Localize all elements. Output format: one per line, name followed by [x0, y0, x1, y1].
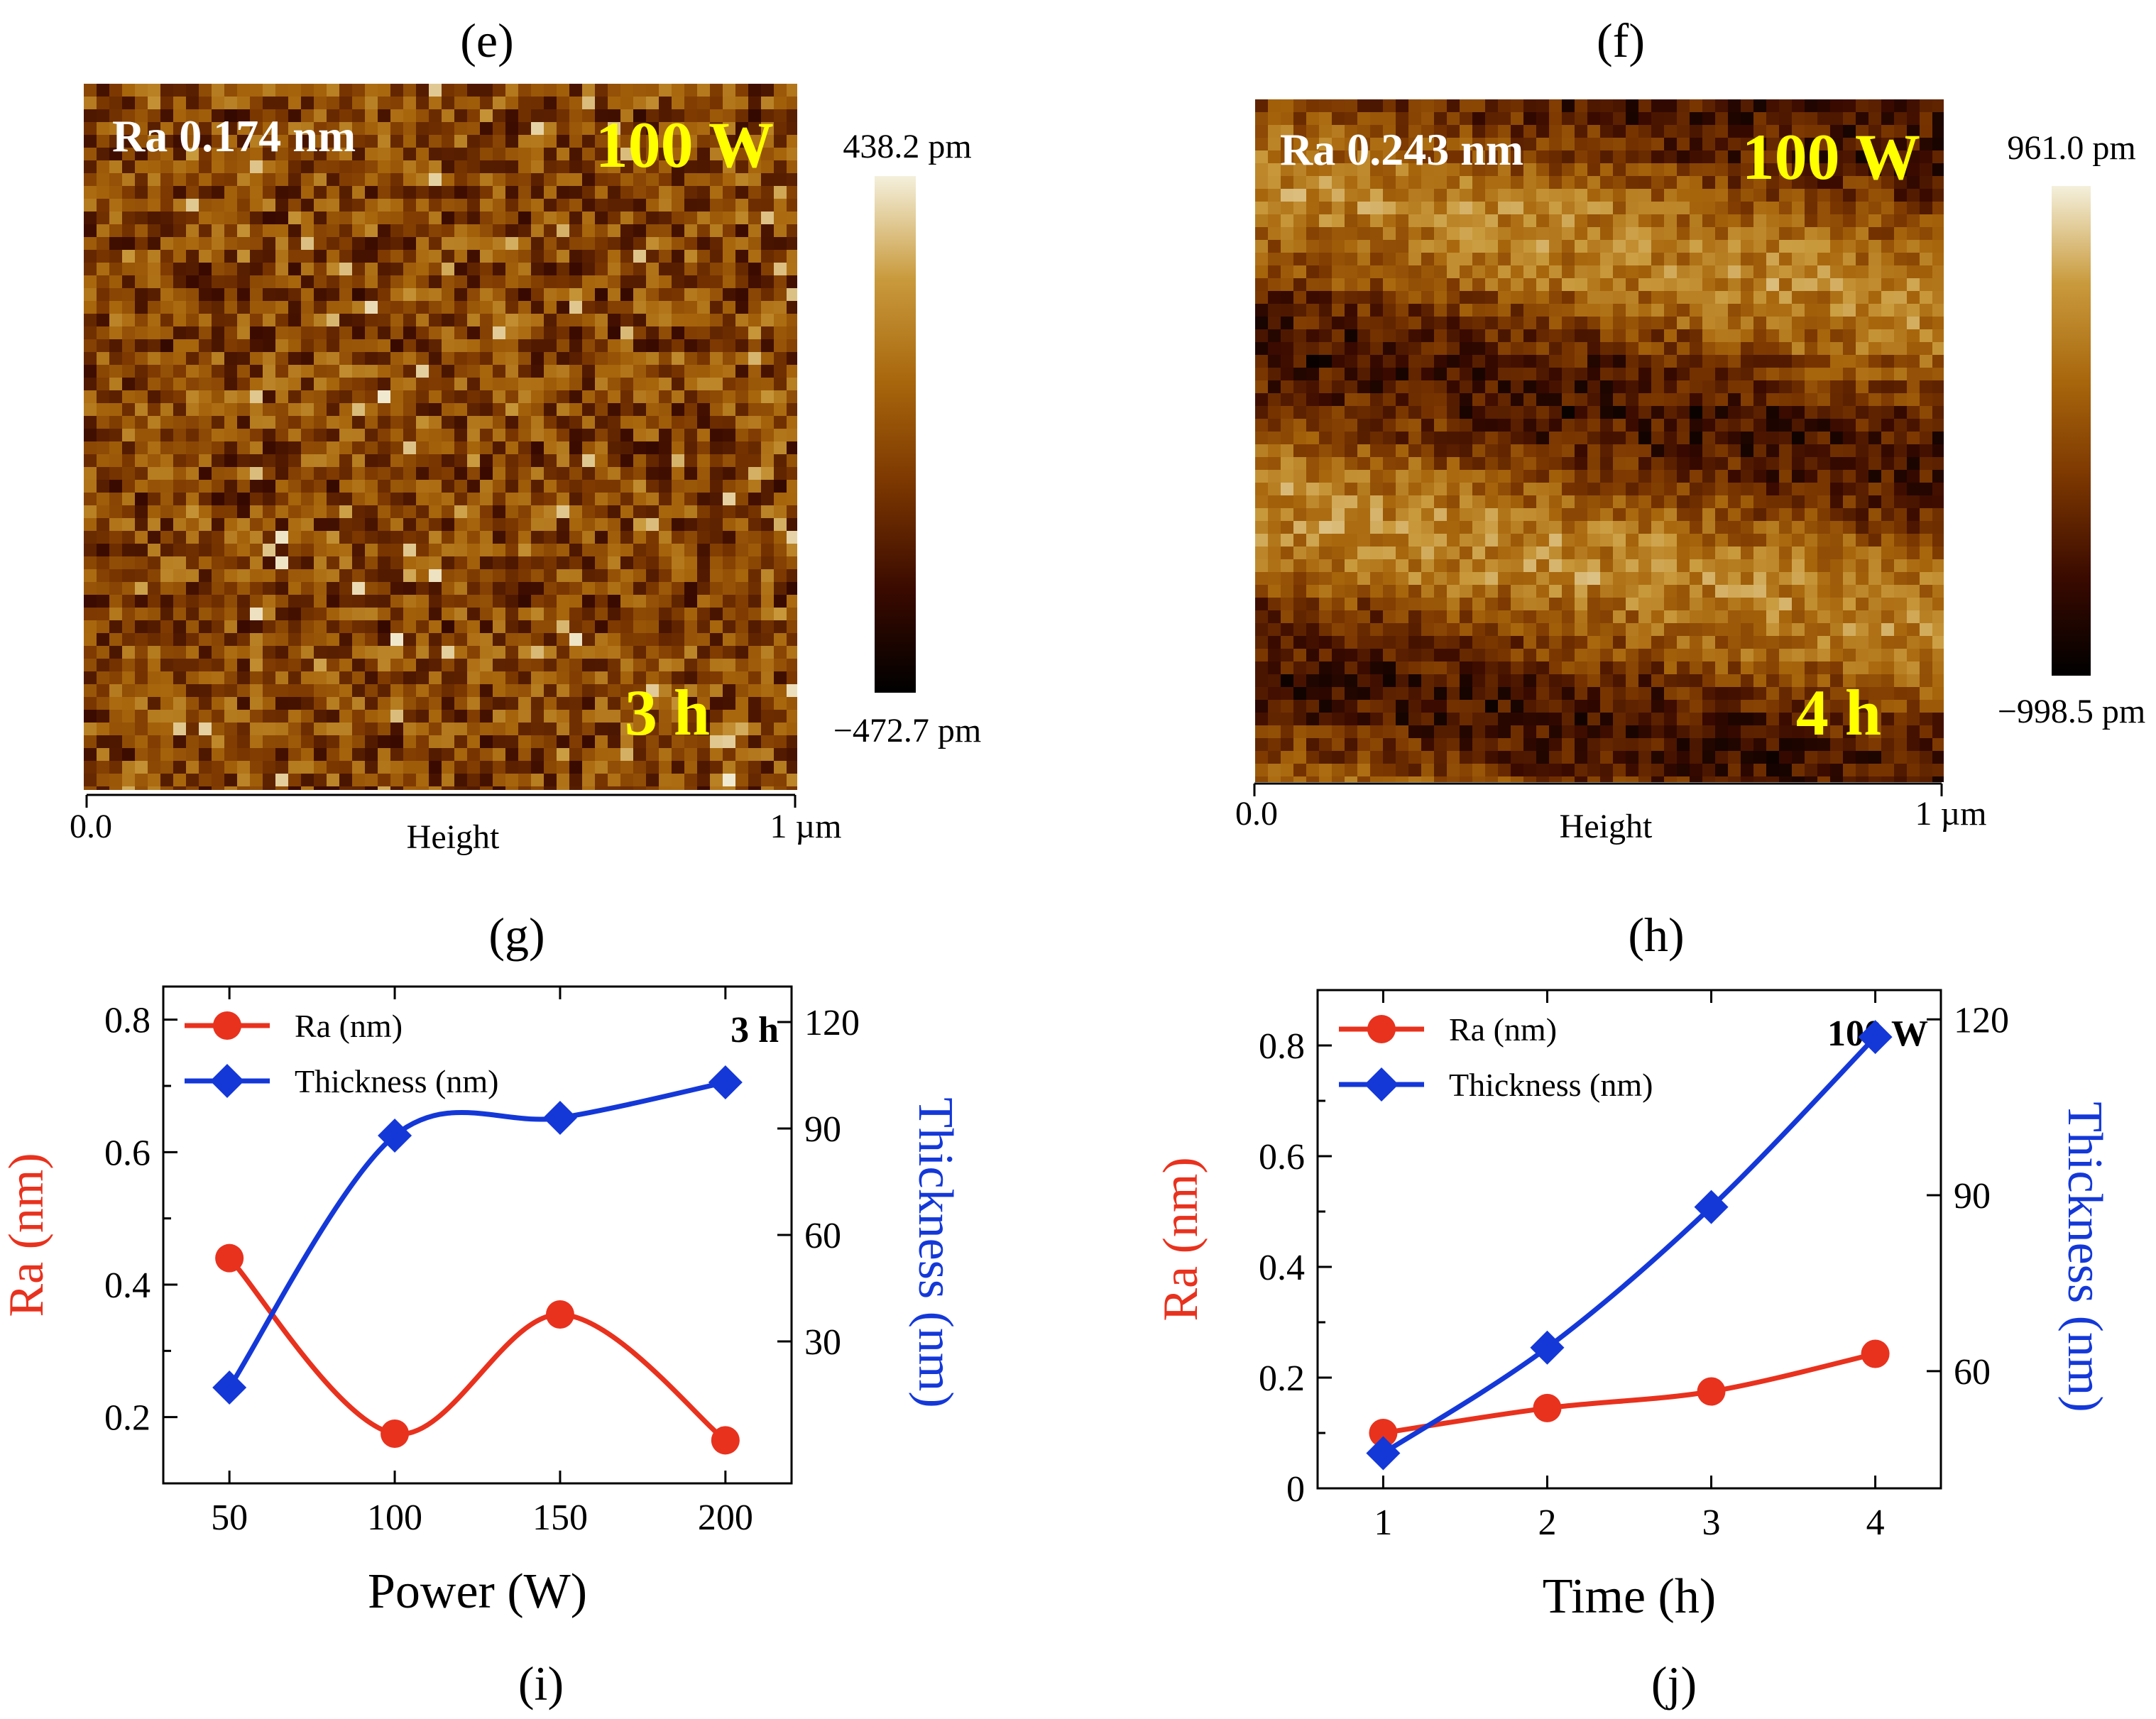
y-right-tick-label: 90 — [804, 1109, 841, 1150]
data-point-ra — [381, 1419, 410, 1448]
data-point-thickness — [542, 1101, 577, 1135]
x-end-e: 1 µm — [770, 808, 842, 845]
data-point-thickness — [1530, 1330, 1565, 1365]
panel-label-f: (f) — [1597, 13, 1645, 67]
chart-time: 1 2 3 4 0 0.2 0.4 0.6 0.8 60 90 120 Time (h) Ra (nm) T… — [1154, 989, 2112, 1624]
y-left-tick-label: 0.6 — [104, 1133, 151, 1173]
ra-label-e: Ra 0.174 nm — [112, 111, 356, 161]
y-right-axis-title: Thickness (nm) — [908, 1097, 963, 1407]
scale-min-f: −998.5 pm — [1998, 693, 2145, 730]
y-left-tick-label: 0 — [1286, 1469, 1305, 1510]
scale-bar-f: 961.0 pm −998.5 pm — [1998, 129, 2145, 730]
legend-marker-thickness — [1364, 1067, 1399, 1102]
time-label-e: 3 h — [625, 676, 710, 749]
x-axis-title: Time (h) — [1543, 1569, 1716, 1624]
x-start-f: 0.0 — [1235, 795, 1278, 833]
legend-label: Thickness (nm) — [295, 1063, 498, 1099]
data-point-ra — [1533, 1393, 1562, 1422]
data-point-thickness — [1858, 1020, 1893, 1055]
y-left-tick-label: 0.4 — [104, 1265, 151, 1306]
legend-label: Ra (nm) — [1449, 1011, 1557, 1048]
data-point-thickness — [378, 1119, 412, 1153]
data-point-ra — [1697, 1377, 1726, 1406]
panel-label-g: (g) — [488, 908, 545, 962]
y-left-tick-label: 0.2 — [1259, 1358, 1305, 1399]
legend-label: Thickness (nm) — [1449, 1067, 1653, 1103]
series-line — [1382, 1351, 1876, 1436]
x-tick-label: 50 — [211, 1498, 248, 1538]
plot-frame — [162, 985, 793, 1485]
panel-label-i: (i) — [518, 1657, 564, 1710]
y-left-tick-label: 0.6 — [1259, 1137, 1305, 1177]
data-point-thickness — [1694, 1190, 1729, 1224]
scale-max-f: 961.0 pm — [2007, 129, 2135, 167]
data-point-ra — [1861, 1339, 1890, 1368]
panel-label-e: (e) — [460, 13, 513, 67]
y-left-axis-title: Ra (nm) — [1154, 1157, 1208, 1321]
legend-marker-ra — [213, 1011, 241, 1040]
y-right-tick-label: 60 — [1954, 1352, 1991, 1393]
y-right-tick-label: 120 — [804, 1003, 860, 1043]
x-scale-f: 0.0 1 µm Height — [1235, 782, 1987, 845]
y-right-tick-label: 60 — [804, 1216, 841, 1256]
y-left-tick-label: 0.4 — [1259, 1248, 1305, 1288]
power-label-f: 100 W — [1742, 121, 1920, 193]
y-left-tick-label: 0.8 — [1259, 1026, 1305, 1067]
x-end-f: 1 µm — [1915, 795, 1987, 833]
chart-annotation: 3 h — [730, 1010, 779, 1050]
scale-min-e: −472.7 pm — [833, 712, 981, 749]
panel-label-h: (h) — [1628, 908, 1684, 962]
legend-marker-thickness — [210, 1064, 244, 1098]
legend-label: Ra (nm) — [295, 1008, 403, 1044]
y-right-tick-label: 30 — [804, 1322, 841, 1363]
y-right-tick-label: 90 — [1954, 1176, 1991, 1217]
afm-image-f: Ra 0.243 nm 100 W 4 h — [1255, 99, 1944, 782]
x-scale-e: 0.0 1 µm Height — [70, 793, 842, 856]
power-label-e: 100 W — [596, 109, 774, 181]
x-caption-f: Height — [1560, 808, 1653, 845]
y-left-tick-label: 0.2 — [104, 1398, 151, 1439]
series-line — [1381, 1035, 1878, 1456]
x-start-e: 0.0 — [70, 808, 112, 845]
x-caption-e: Height — [407, 818, 500, 856]
ra-label-f: Ra 0.243 nm — [1280, 124, 1523, 175]
plot-frame — [1316, 989, 1942, 1490]
series-line — [227, 1256, 727, 1443]
data-point-thickness — [212, 1371, 247, 1405]
x-tick-label: 200 — [698, 1498, 753, 1538]
afm-image-e: Ra 0.174 nm 100 W 3 h — [84, 84, 797, 790]
x-tick-label: 2 — [1538, 1503, 1556, 1543]
panel-label-j: (j) — [1651, 1657, 1697, 1710]
x-tick-label: 100 — [367, 1498, 422, 1538]
legend-marker-ra — [1367, 1015, 1396, 1043]
data-point-ra — [1369, 1419, 1398, 1447]
y-right-axis-title: Thickness (nm) — [2057, 1102, 2112, 1412]
x-tick-label: 1 — [1374, 1503, 1392, 1543]
time-label-f: 4 h — [1796, 676, 1881, 749]
scale-bar-e: 438.2 pm −472.7 pm — [833, 128, 981, 749]
scale-max-e: 438.2 pm — [843, 128, 971, 165]
x-axis-title: Power (W) — [368, 1564, 587, 1619]
x-tick-label: 150 — [532, 1498, 588, 1538]
data-point-thickness — [708, 1065, 743, 1099]
x-tick-label: 4 — [1866, 1503, 1885, 1543]
series-line — [227, 1080, 726, 1389]
data-point-thickness — [1366, 1436, 1401, 1471]
y-right-tick-label: 120 — [1954, 1000, 2009, 1040]
y-left-axis-title: Ra (nm) — [0, 1153, 54, 1317]
y-left-tick-label: 0.8 — [104, 1001, 151, 1041]
data-point-ra — [215, 1243, 244, 1273]
data-point-ra — [711, 1426, 740, 1455]
data-point-ra — [545, 1300, 574, 1329]
chart-power: 50 100 150 200 0.2 0.4 0.6 0.8 30 60 90 120 Power (W… — [0, 985, 963, 1619]
x-tick-label: 3 — [1702, 1503, 1721, 1543]
